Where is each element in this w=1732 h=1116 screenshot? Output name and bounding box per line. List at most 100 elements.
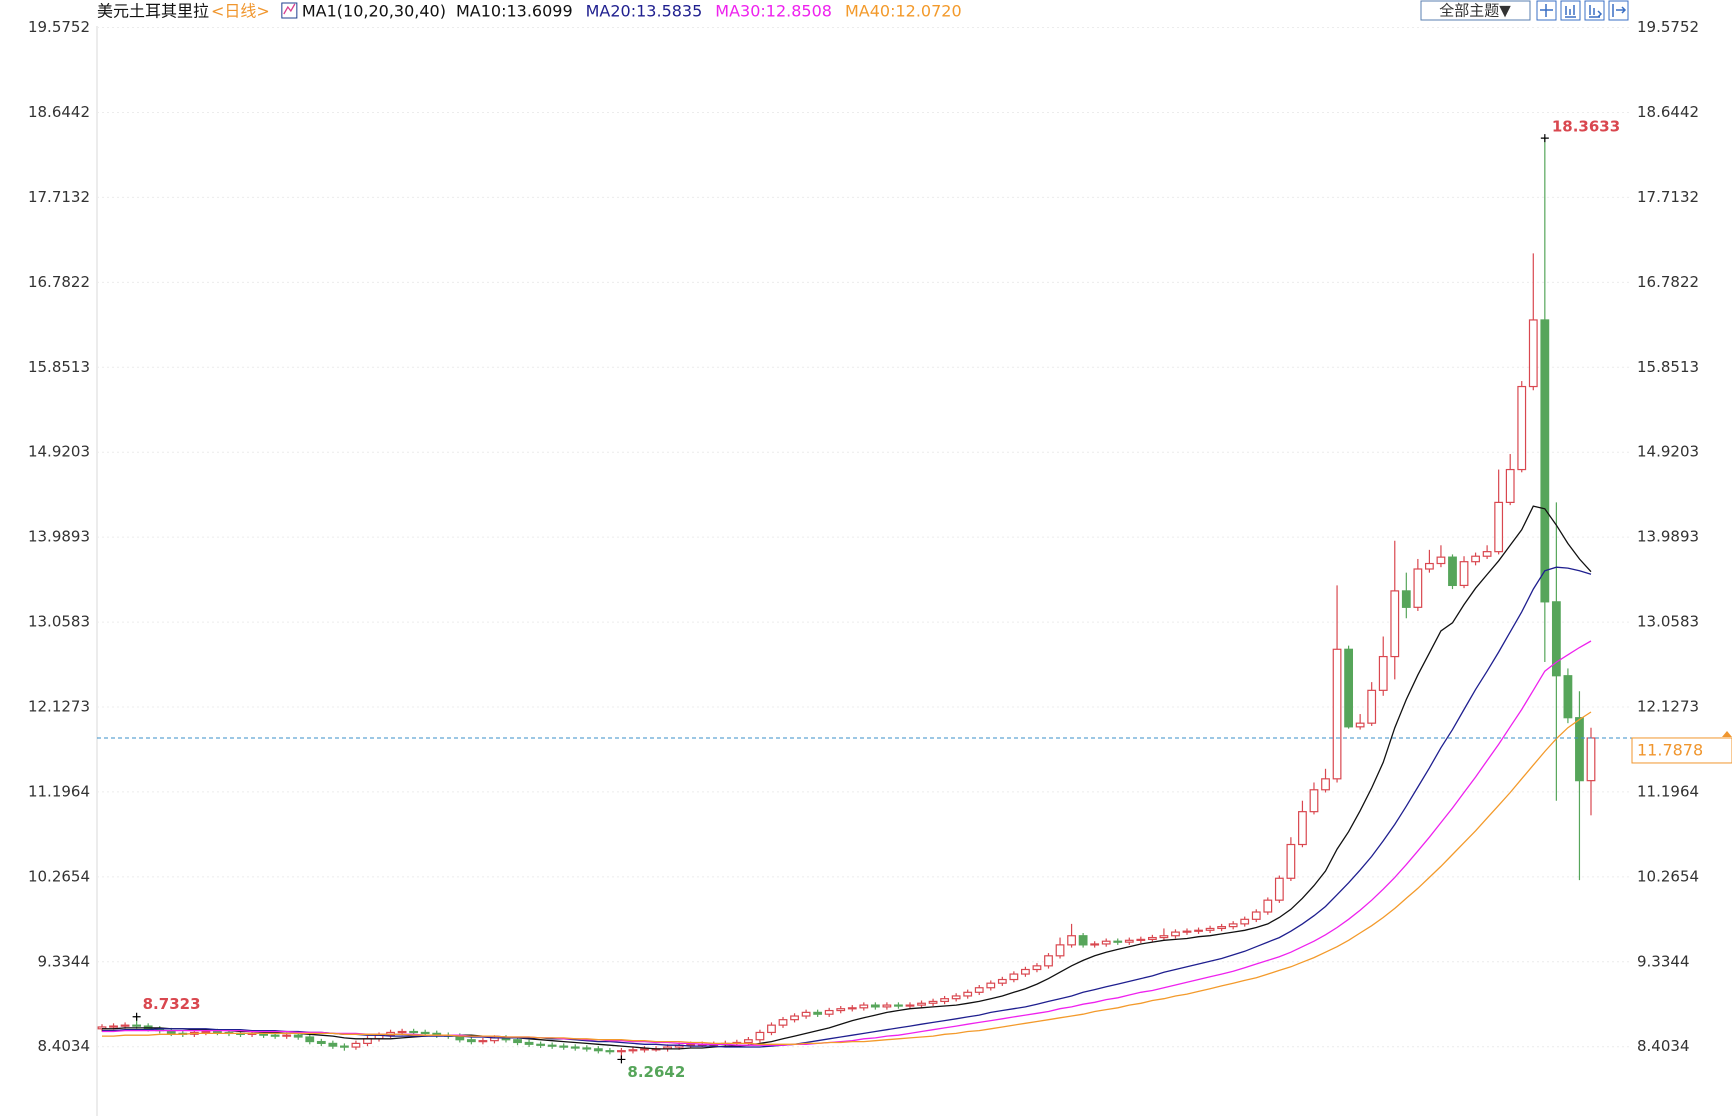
toolbar-icon-glyph: [1540, 4, 1553, 17]
candle-body: [951, 995, 961, 1000]
candle-body: [1482, 551, 1492, 557]
y-tick-label: 11.1964: [28, 782, 90, 800]
candle-body: [120, 1024, 130, 1027]
y-tick-label: 17.7132: [28, 188, 90, 206]
extreme-marker: [1540, 134, 1549, 143]
candle-body: [328, 1042, 338, 1047]
y-tick-label-right: 17.7132: [1637, 188, 1699, 206]
candle-body: [1551, 601, 1561, 677]
candle-body: [1194, 929, 1203, 932]
candle-body: [1101, 940, 1111, 945]
candle-body: [1055, 944, 1065, 957]
indicator-label: MA1(10,20,30,40): [302, 2, 446, 21]
candle-body: [316, 1040, 326, 1044]
toolbar-icon-glyph: [1589, 5, 1603, 18]
candle-body: [1517, 385, 1527, 471]
candle-body: [570, 1046, 580, 1049]
candle-body: [351, 1042, 361, 1048]
candle-body: [536, 1043, 546, 1046]
candle-body: [894, 1004, 903, 1007]
ma-line: [102, 640, 1592, 1046]
candle-body: [1147, 936, 1157, 940]
candle-body: [1436, 556, 1446, 565]
candle-body: [1136, 938, 1146, 941]
extreme-marker: [617, 1055, 626, 1064]
y-tick-label: 8.4034: [38, 1037, 91, 1055]
candle-body: [1009, 973, 1019, 981]
candle-body: [1471, 555, 1480, 563]
candle-body: [1021, 968, 1030, 975]
candle-body: [524, 1041, 534, 1045]
legend-entry: MA20:13.5835: [586, 2, 703, 21]
candle-body: [1263, 899, 1273, 913]
y-tick-label-right: 10.2654: [1637, 867, 1699, 885]
candle-body: [293, 1034, 303, 1038]
candle-body: [1378, 655, 1388, 691]
candle-body: [305, 1036, 315, 1043]
candle-body: [1298, 811, 1307, 846]
candle-body: [1309, 789, 1319, 813]
candle-body: [1563, 675, 1573, 719]
y-tick-label-right: 19.5752: [1637, 18, 1699, 36]
y-tick-label: 16.7822: [28, 273, 90, 291]
y-tick-label: 14.9203: [28, 443, 90, 461]
y-tick-label: 12.1273: [28, 698, 90, 716]
candle-body: [997, 978, 1007, 984]
candle-body: [397, 1030, 407, 1034]
candle-body: [917, 1002, 926, 1006]
ma-line: [102, 711, 1592, 1045]
candle-body: [686, 1043, 696, 1046]
y-tick-label-right: 11.1964: [1637, 782, 1699, 800]
candle-body: [1171, 931, 1180, 937]
candle-body: [928, 1000, 938, 1004]
extreme-marker: [132, 1012, 141, 1021]
candle-body: [1344, 648, 1354, 728]
candle-body: [547, 1044, 557, 1047]
candle-body: [1413, 568, 1423, 608]
candle-body: [940, 998, 950, 1003]
y-tick-label: 13.9893: [28, 528, 90, 546]
candle-body: [1240, 918, 1250, 925]
candle-body: [640, 1048, 649, 1051]
candle-body: [1367, 689, 1377, 724]
chart-title: 美元土耳其里拉: [97, 2, 209, 21]
toolbar-icon-glyph: [1612, 4, 1627, 17]
candle-body: [1332, 648, 1342, 780]
candle-body: [605, 1050, 615, 1053]
candle-body: [478, 1040, 488, 1043]
candle-body: [1540, 319, 1550, 603]
candle-body: [755, 1031, 765, 1041]
candle-body: [1274, 877, 1284, 901]
candle-body: [1090, 943, 1100, 946]
candle-body: [813, 1011, 823, 1015]
y-tick-label-right: 13.0583: [1637, 613, 1699, 631]
legend-entry: MA10:13.6099: [456, 2, 573, 21]
candle-body: [270, 1034, 280, 1037]
y-tick-label-right: 8.4034: [1637, 1037, 1690, 1055]
y-tick-label: 15.8513: [28, 358, 90, 376]
candle-body: [836, 1008, 846, 1012]
candle-body: [1528, 319, 1538, 388]
candle-body: [1586, 737, 1596, 782]
legend-entry: MA30:12.8508: [715, 2, 832, 21]
candle-body: [1251, 911, 1261, 920]
candle-body: [213, 1030, 222, 1034]
candle-body: [1159, 935, 1169, 939]
candle-body: [1032, 965, 1042, 971]
theme-button[interactable]: [1420, 0, 1531, 21]
candle-body: [1124, 939, 1134, 943]
candle-body: [339, 1045, 349, 1048]
toolbar-icon-glyph: [1565, 5, 1576, 18]
y-tick-label-right: 9.3344: [1637, 952, 1690, 970]
candle-body: [1078, 935, 1088, 946]
y-tick-label: 9.3344: [38, 952, 91, 970]
candles: [97, 138, 1596, 1060]
candle-body: [790, 1015, 799, 1021]
theme-button-label[interactable]: 全部主题▼: [1439, 2, 1511, 20]
y-tick-label: 10.2654: [28, 867, 90, 885]
low-label: 8.2642: [627, 1063, 685, 1081]
candle-body: [1182, 930, 1192, 933]
candle-body: [963, 991, 973, 997]
